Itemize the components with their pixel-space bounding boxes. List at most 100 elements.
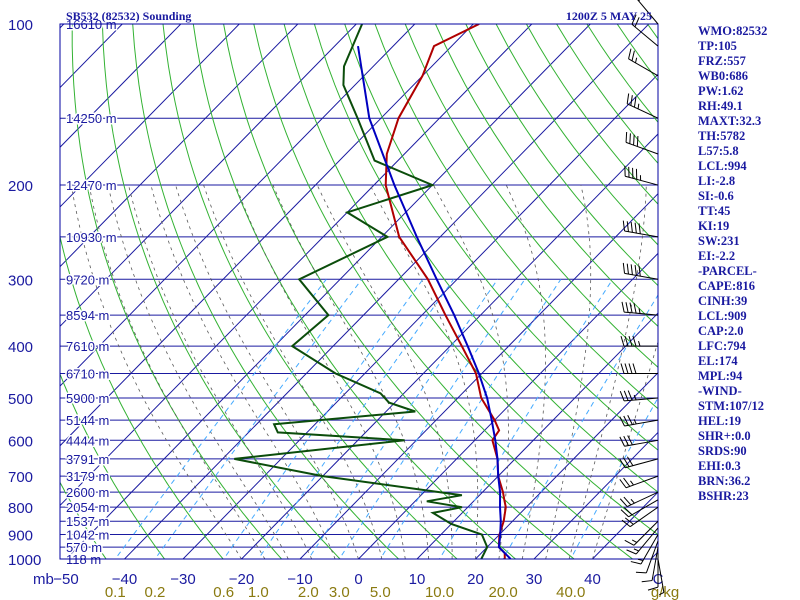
wind-barb [647, 553, 659, 591]
temperature-tick-label: 0 [354, 571, 362, 588]
height-label: 5900 m [66, 391, 109, 406]
wind-barb [620, 499, 659, 518]
wind-barb-staff [633, 520, 659, 546]
wind-barb-staff [625, 175, 659, 186]
height-label: 10930 m [66, 230, 117, 245]
dry-adiabat [60, 234, 224, 559]
temperature-tick-label: −10 [287, 571, 312, 588]
index-item: WMO:82532 [698, 24, 767, 38]
mixing-ratio-line [307, 279, 499, 559]
grid-layer [60, 24, 658, 559]
pressure-tick-label: 600 [8, 433, 33, 450]
wind-barbs [619, 0, 665, 596]
wind-barb-staff [635, 527, 659, 555]
height-label: 2054 m [66, 500, 109, 515]
wind-barb-flag [625, 302, 629, 313]
height-label: 1042 m [66, 528, 109, 543]
wind-barb-flag [633, 134, 635, 146]
wind-barb-flag [619, 498, 628, 507]
pressure-unit-label: mb [33, 571, 54, 588]
height-label: 3179 m [66, 469, 109, 484]
wind-barb-flag [627, 415, 633, 425]
wind-barb-half-flag [633, 419, 637, 425]
height-label: 12470 m [66, 178, 117, 193]
wind-barb-flag [619, 458, 626, 468]
wind-barb-staff [624, 230, 659, 238]
station-title: SB532 (82532) Sounding [66, 9, 191, 23]
wind-barb-flag [621, 519, 631, 528]
wind-barb-flag [626, 93, 630, 104]
wind-barb [635, 540, 659, 574]
wind-barb-flag [626, 549, 637, 555]
wind-barb-staff [624, 397, 659, 402]
mixing-ratio-line [257, 279, 455, 559]
temperature-tick-label: −30 [170, 571, 195, 588]
height-label: 2600 m [66, 485, 109, 500]
index-item: EHI:0.3 [698, 459, 741, 473]
wind-barb-staff [624, 419, 659, 427]
height-label: 6710 m [66, 366, 109, 381]
moist-adiabat [175, 184, 359, 559]
sounding-time: 1200Z 5 MAY 25 [566, 9, 652, 23]
height-label: 4444 m [66, 433, 109, 448]
wind-barb [625, 131, 659, 155]
wind-barb-staff [628, 58, 659, 77]
wind-barb [628, 48, 659, 77]
pressure-tick-label: 400 [8, 339, 33, 356]
wind-barb-flag [624, 363, 629, 374]
wind-barb-flag [620, 363, 625, 374]
wind-barb-half-flag [637, 558, 644, 561]
wind-barb-staff [645, 540, 659, 574]
dry-adiabat [435, 24, 658, 327]
wind-barb-flag [626, 263, 629, 275]
isotherm-line [533, 431, 658, 559]
plot-frame [59, 23, 659, 560]
pressure-tick-label: 800 [8, 500, 33, 517]
wind-barb-flag [636, 136, 639, 147]
wind-barb-flag [626, 221, 629, 232]
moist-adiabat [70, 185, 242, 559]
mixing-ratio-tick-label: 1.0 [248, 584, 269, 600]
height-label: 3791 m [66, 452, 109, 467]
isotherm-line [123, 24, 650, 559]
wind-barb-flag [632, 335, 637, 347]
wind-barb-flag [625, 131, 628, 143]
index-item: -WIND- [698, 384, 742, 398]
moist-adiabat [545, 185, 592, 559]
wind-barb-flag [620, 509, 629, 518]
dry-adiabat [192, 24, 516, 559]
wind-barb [624, 165, 659, 186]
wind-barb-staff [626, 103, 659, 119]
mixing-ratio-tick-label: 0.6 [213, 584, 234, 600]
wind-barb [619, 435, 659, 447]
index-item: LCL:994 [698, 159, 747, 173]
wind-barb-flag [621, 301, 625, 313]
wind-barb-flag [638, 223, 641, 234]
wind-barb [621, 506, 659, 528]
wind-barb [626, 527, 659, 555]
index-item: EL:174 [698, 354, 738, 368]
isotherm-line [60, 24, 299, 268]
wind-barb-flag [641, 580, 653, 583]
moist-adiabat [203, 184, 383, 559]
height-label: 9720 m [66, 272, 109, 287]
isotherm-line [182, 73, 658, 559]
wind-barb-half-flag [637, 103, 640, 109]
wind-barb-staff [628, 499, 659, 518]
wind-barb-flag [647, 586, 659, 591]
wind-barb-flag [620, 335, 625, 347]
index-item: FRZ:557 [698, 54, 746, 68]
pressure-tick-label: 100 [8, 17, 33, 34]
index-item: SRDS:90 [698, 444, 747, 458]
index-item: SI:-0.6 [698, 189, 734, 203]
isotherm-line [240, 133, 658, 559]
wind-barb [626, 93, 659, 119]
wind-barb-staff [625, 475, 659, 489]
wind-barb-half-flag [630, 480, 634, 486]
index-item: PW:1.62 [698, 84, 743, 98]
wind-barb-half-flag [659, 592, 665, 596]
wind-barb-half-flag [634, 57, 638, 63]
dry-adiabat [313, 24, 658, 493]
wind-barb-flag [627, 435, 633, 446]
